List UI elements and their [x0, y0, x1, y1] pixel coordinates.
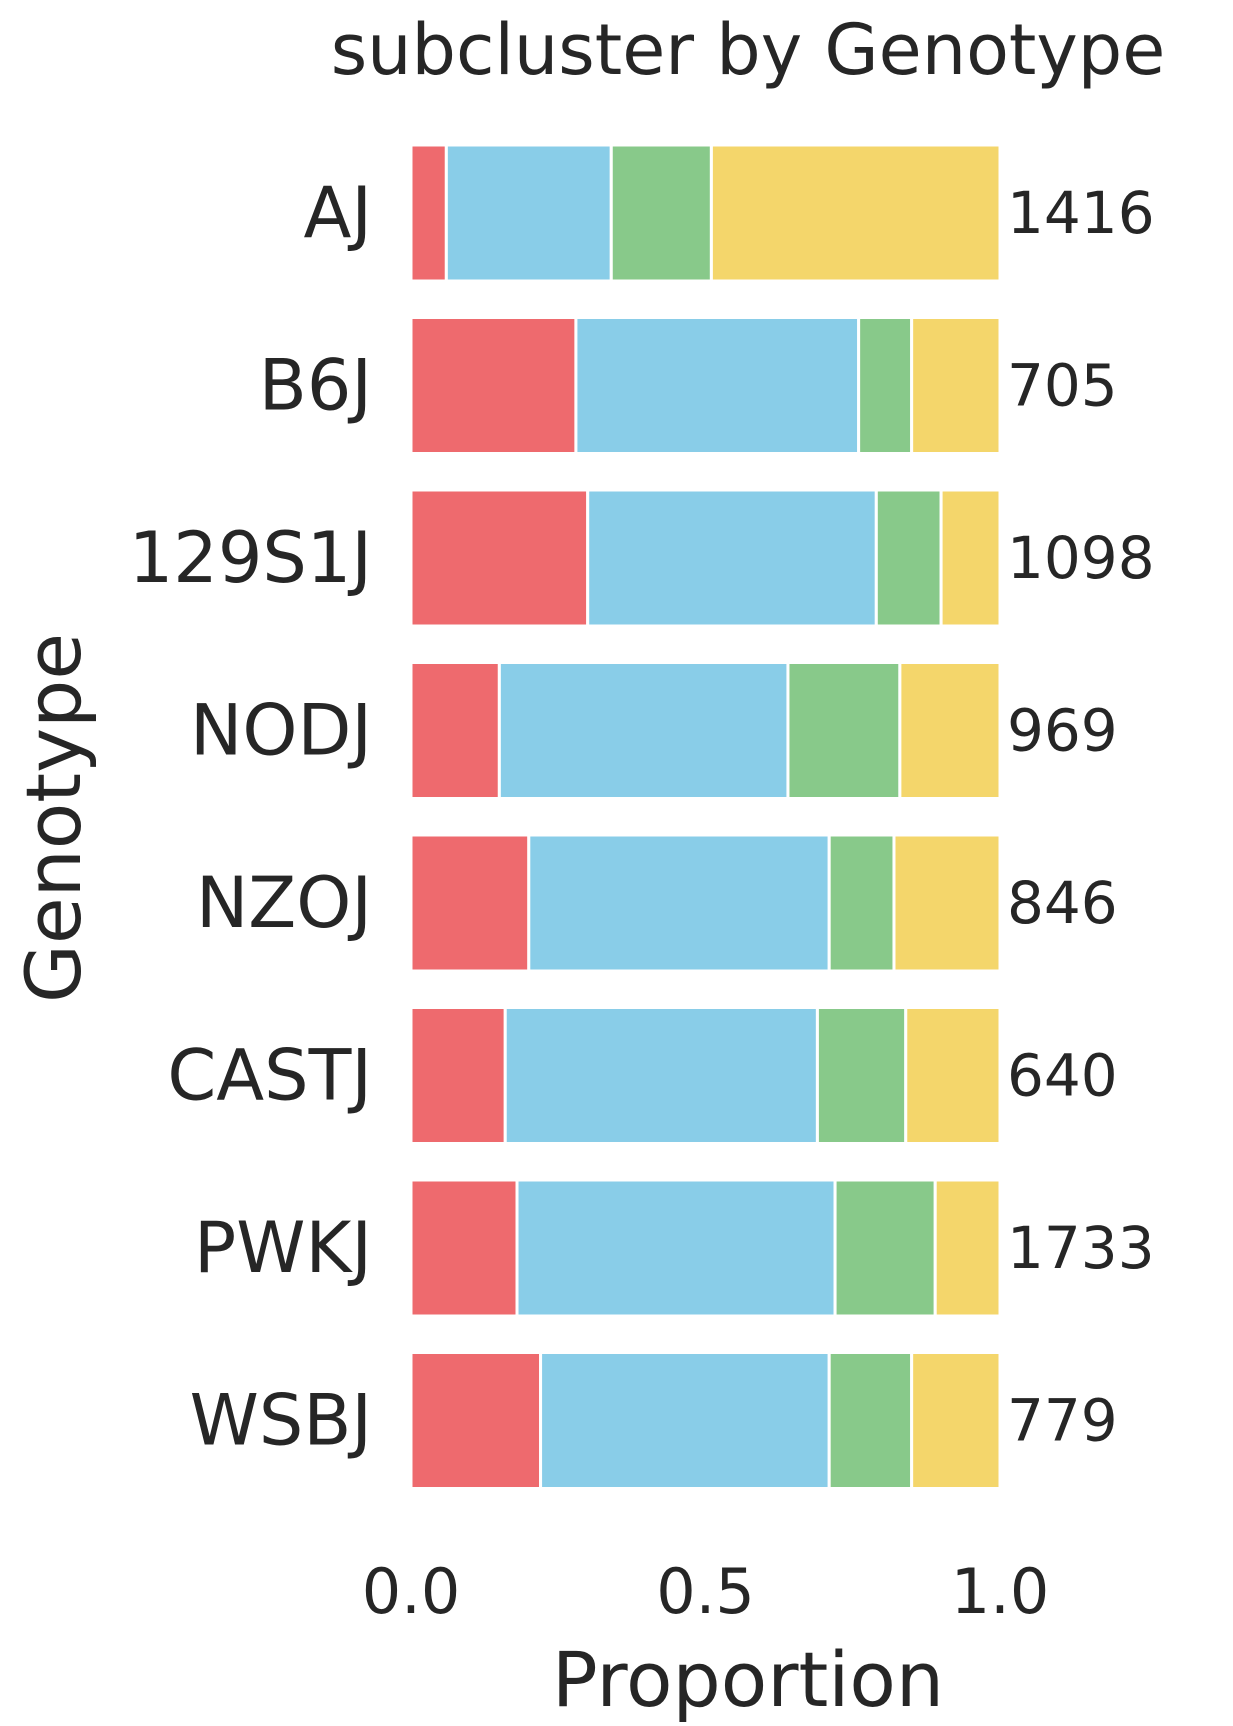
- x-tick-label: 1.0: [951, 1555, 1050, 1628]
- x-tick-labels: 0.0 0.5 1.0: [362, 1555, 1050, 1628]
- chart-title: subcluster by Genotype: [331, 9, 1166, 91]
- bar-segment-CASTJ-3: [815, 1006, 908, 1145]
- bar-segment-NODJ-3: [786, 661, 902, 800]
- count-label: 846: [1007, 869, 1118, 937]
- bar-segment-NZOJ-1: [409, 833, 531, 973]
- bar-segment-AJ-3: [609, 143, 713, 283]
- category-label: NODJ: [190, 690, 372, 772]
- bar-group: [409, 143, 1002, 1490]
- category-label: PWKJ: [194, 1207, 372, 1289]
- bar-segment-PWKJ-1: [409, 1178, 519, 1318]
- bar-segment-WSBJ-1: [409, 1351, 543, 1490]
- bar-segment-WSBJ-2: [539, 1351, 831, 1490]
- bar-segment-CASTJ-2: [503, 1006, 819, 1145]
- bar-segment-PWKJ-4: [933, 1178, 1002, 1318]
- count-label: 1098: [1007, 524, 1155, 592]
- bar-segment-WSBJ-4: [910, 1351, 1002, 1490]
- bar-segment-AJ-2: [444, 143, 613, 283]
- bar-segment-AJ-1: [409, 143, 448, 283]
- bar-segment-129S1J-3: [874, 488, 943, 628]
- bar-segment-CASTJ-4: [904, 1006, 1002, 1145]
- count-label: 705: [1007, 352, 1118, 420]
- bar-segment-PWKJ-3: [833, 1178, 937, 1318]
- count-label: 969: [1007, 697, 1118, 765]
- bar-segment-PWKJ-2: [515, 1178, 837, 1318]
- bar-segment-NZOJ-4: [892, 833, 1002, 973]
- bar-segment-CASTJ-1: [409, 1006, 507, 1145]
- bar-segment-NODJ-2: [497, 661, 790, 800]
- bar-segment-129S1J-1: [409, 488, 590, 628]
- bar-segment-WSBJ-3: [827, 1351, 914, 1490]
- x-tick-label: 0.0: [362, 1555, 461, 1628]
- count-labels: 1416 705 1098 969 846 640 1733 779: [1007, 179, 1155, 1455]
- category-labels: AJ B6J 129S1J NODJ NZOJ CASTJ PWKJ WSBJ: [129, 172, 372, 1462]
- count-label: 640: [1007, 1042, 1118, 1110]
- bar-segment-129S1J-2: [586, 488, 878, 628]
- x-axis-label: Proportion: [552, 1635, 944, 1724]
- bar-segment-NODJ-1: [409, 661, 501, 800]
- x-tick-label: 0.5: [656, 1555, 755, 1628]
- category-label: AJ: [303, 172, 372, 254]
- bar-segment-B6J-3: [857, 316, 914, 455]
- category-label: B6J: [259, 345, 372, 427]
- bar-segment-AJ-4: [709, 143, 1002, 283]
- bar-segment-B6J-4: [910, 316, 1002, 455]
- category-label: 129S1J: [129, 517, 372, 599]
- bar-segment-B6J-2: [574, 316, 861, 455]
- category-label: WSBJ: [190, 1380, 372, 1462]
- category-label: NZOJ: [196, 862, 372, 944]
- bar-segment-NZOJ-3: [827, 833, 896, 973]
- bar-segment-B6J-1: [409, 316, 578, 455]
- count-label: 1416: [1007, 179, 1155, 247]
- bar-segment-NODJ-4: [898, 661, 1002, 800]
- count-label: 779: [1007, 1387, 1118, 1455]
- bar-segment-129S1J-4: [939, 488, 1002, 628]
- count-label: 1733: [1007, 1214, 1155, 1282]
- category-label: CASTJ: [167, 1035, 372, 1117]
- bar-segment-NZOJ-2: [527, 833, 831, 973]
- y-axis-label: Genotype: [9, 633, 98, 1003]
